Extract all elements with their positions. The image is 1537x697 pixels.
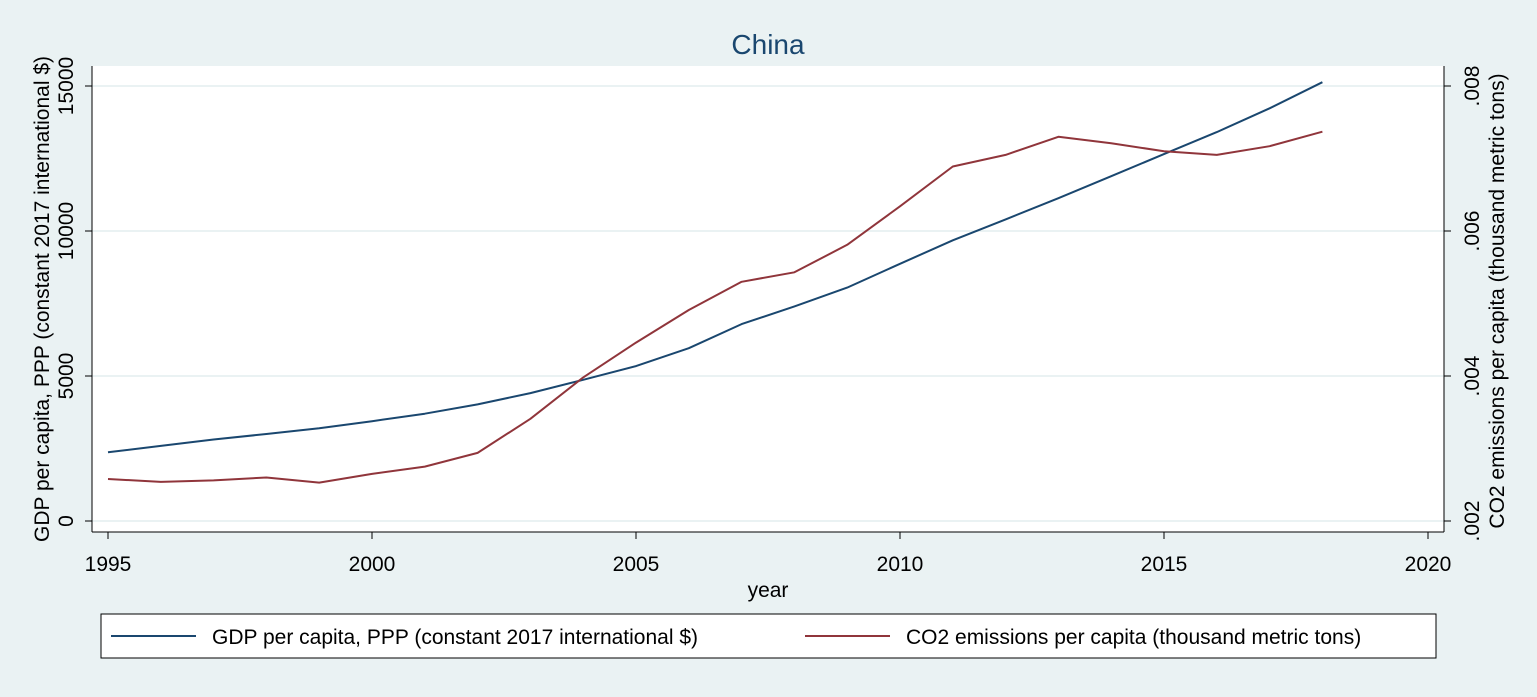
chart-title: China	[731, 29, 805, 60]
y-left-tick-label: 5000	[55, 353, 78, 400]
legend-label-co2: CO2 emissions per capita (thousand metri…	[906, 626, 1361, 649]
y-right-tick-label: .002	[1461, 501, 1484, 542]
x-tick-label: 2015	[1141, 553, 1188, 576]
x-tick-label: 2020	[1405, 553, 1452, 576]
y-left-tick-label: 0	[55, 515, 78, 527]
x-tick-label: 2005	[613, 553, 660, 576]
y-axis-left-label: GDP per capita, PPP (constant 2017 inter…	[31, 56, 54, 542]
y-left-tick-label: 10000	[55, 202, 78, 260]
legend-label-gdp: GDP per capita, PPP (constant 2017 inter…	[212, 626, 698, 649]
x-axis-label: year	[748, 579, 789, 602]
x-tick-label: 2010	[877, 553, 924, 576]
y-right-tick-label: .004	[1461, 355, 1484, 396]
x-tick-label: 2000	[349, 553, 396, 576]
y-axis-right-label: CO2 emissions per capita (thousand metri…	[1486, 73, 1509, 528]
x-tick-label: 1995	[85, 553, 132, 576]
y-right-tick-label: .008	[1461, 66, 1484, 107]
legend: GDP per capita, PPP (constant 2017 inter…	[101, 614, 1436, 658]
y-left-tick-label: 15000	[55, 57, 78, 115]
plot-background	[92, 66, 1444, 532]
y-right-tick-label: .006	[1461, 211, 1484, 252]
